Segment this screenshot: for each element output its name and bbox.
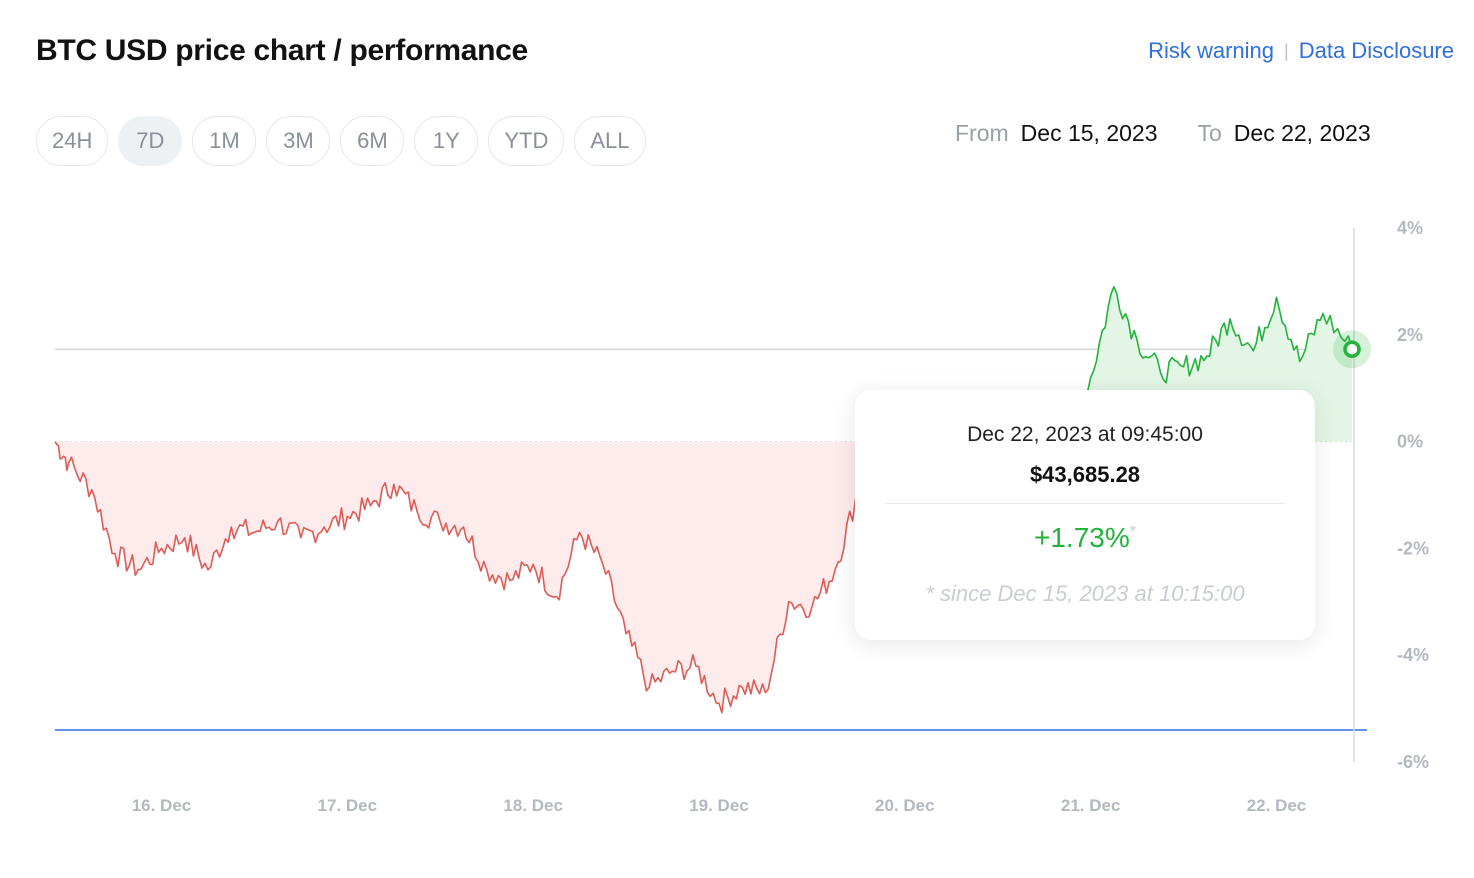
data-disclosure-link[interactable]: Data Disclosure [1298,38,1454,63]
x-tick-label: 20. Dec [875,796,935,815]
range-button-24h[interactable]: 24H [36,116,109,166]
date-range: From Dec 15, 2023 To Dec 22, 2023 [955,120,1371,147]
y-tick-label: -4% [1397,645,1429,665]
negative-line-1 [54,441,889,714]
tooltip-asterisk: * [1129,523,1136,541]
tooltip-since: * since Dec 15, 2023 at 10:15:00 [925,581,1245,606]
range-button-1m[interactable]: 1M [192,116,257,166]
tooltip-date: Dec 22, 2023 at 09:45:00 [967,423,1203,446]
range-button-1y[interactable]: 1Y [414,116,479,166]
range-button-7d[interactable]: 7D [118,116,183,166]
tooltip-price: $43,685.28 [1029,462,1141,487]
link-separator: | [1284,40,1289,61]
from-label: From [955,120,1009,146]
x-tick-label: 17. Dec [318,796,378,815]
y-tick-label: -2% [1397,538,1429,558]
x-tick-label: 21. Dec [1061,796,1121,815]
x-tick-label: 22. Dec [1247,796,1307,815]
positive-line-8 [1074,285,1353,442]
range-button-all[interactable]: ALL [574,116,646,166]
x-tick-label: 19. Dec [689,796,749,815]
y-tick-label: 4% [1397,218,1423,238]
x-tick-label: 18. Dec [503,796,563,815]
page-title: BTC USD price chart / performance [36,34,528,67]
to-date-value[interactable]: Dec 22, 2023 [1233,120,1371,146]
x-tick-label: 16. Dec [132,796,192,815]
tooltip-change: +1.73%* [855,522,1315,554]
range-button-6m[interactable]: 6M [340,116,405,166]
tooltip-divider [885,503,1285,504]
range-button-3m[interactable]: 3M [266,116,331,166]
y-tick-label: 0% [1397,432,1423,452]
to-label: To [1197,120,1222,146]
from-date-value[interactable]: Dec 15, 2023 [1020,120,1158,146]
y-tick-label: 2% [1397,325,1423,345]
negative-area-1 [55,441,888,713]
header-links: Risk warning | Data Disclosure [1148,38,1454,64]
y-tick-label: -6% [1397,752,1429,772]
chart-tooltip: Dec 22, 2023 at 09:45:00 $43,685.28 +1.7… [855,390,1315,640]
current-point-marker [1343,340,1361,358]
range-button-ytd[interactable]: YTD [488,116,565,166]
risk-warning-link[interactable]: Risk warning [1148,38,1275,63]
range-selector: 24H 7D 1M 3M 6M 1Y YTD ALL [36,116,646,166]
tooltip-change-value: +1.73% [1034,522,1130,553]
